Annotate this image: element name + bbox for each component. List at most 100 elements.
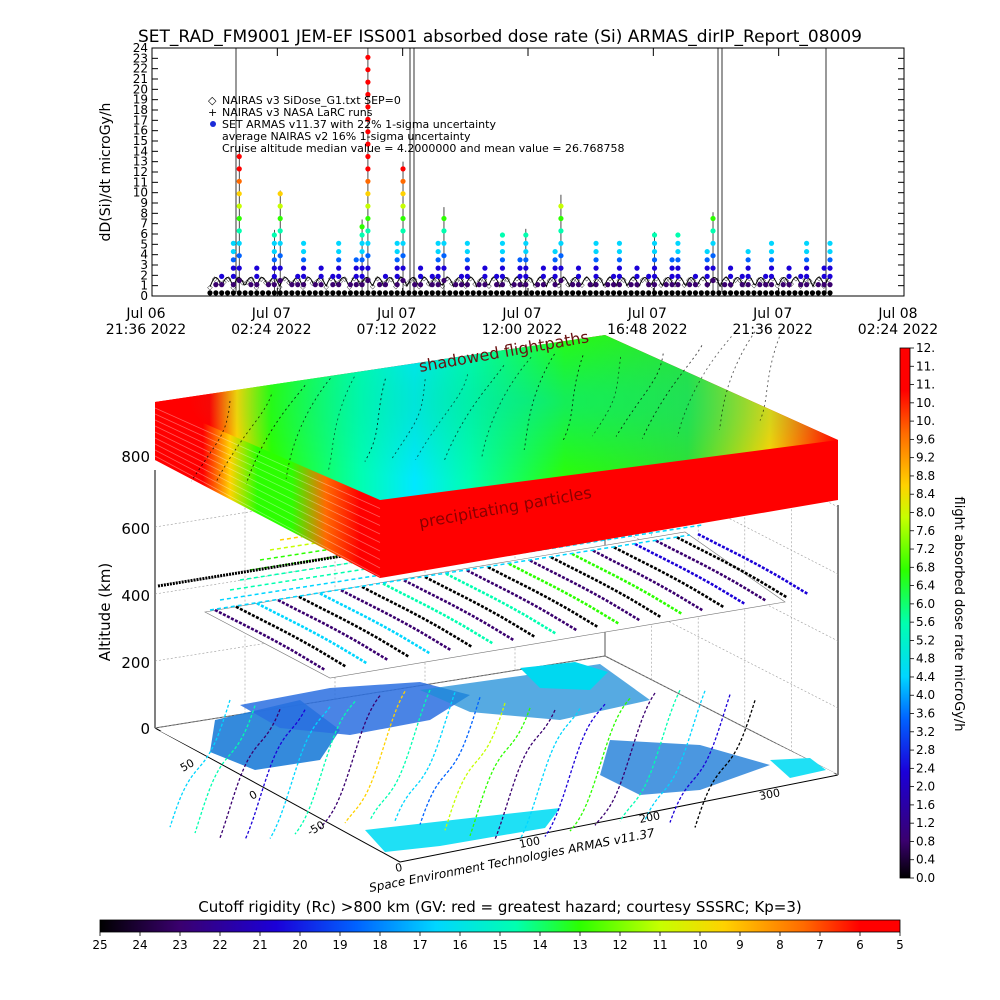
shadowed-track <box>285 378 331 479</box>
x-tick-label-date: Jul 07 <box>627 306 667 322</box>
cutoff-rigidity-colorbar: Cutoff rigidity (Rc) >800 km (GV: red = … <box>92 898 903 952</box>
cutoff-rigidity-title: Cutoff rigidity (Rc) >800 km (GV: red = … <box>198 898 801 916</box>
armas-dose-point <box>423 290 430 296</box>
nairas-diamond-marker: ◇ <box>286 279 292 287</box>
x-tick-label-date: Jul 08 <box>877 306 917 322</box>
armas-dose-point <box>300 265 307 271</box>
armas-dose-point <box>517 282 523 288</box>
nairas-diamond-marker: ◇ <box>319 275 325 283</box>
armas-dose-point <box>745 257 751 263</box>
armas-dose-point <box>271 232 277 238</box>
armas-dose-point <box>646 290 652 296</box>
armas-dose-point <box>651 257 658 263</box>
armas-dose-point <box>359 265 365 271</box>
armas-dose-point <box>804 282 810 288</box>
armas-dose-point <box>400 191 406 197</box>
armas-dose-point <box>651 240 658 246</box>
colorbar-tick-label: 13 <box>572 938 587 952</box>
armas-dose-point <box>330 273 336 279</box>
nairas-diamond-marker: ◇ <box>482 276 488 284</box>
armas-dose-point <box>827 282 833 288</box>
orbit-track <box>219 524 703 601</box>
armas-dose-point <box>277 277 283 284</box>
3d-box-frame <box>154 420 839 863</box>
nairas-diamond-marker: ◇ <box>575 276 581 284</box>
nairas-diamond-marker: ◇ <box>486 282 492 290</box>
armas-dose-point <box>353 273 359 279</box>
ground-track <box>644 690 706 821</box>
armas-dose-point <box>786 290 792 296</box>
armas-dose-point <box>768 248 775 255</box>
armas-dose-point <box>277 290 283 296</box>
nairas-diamond-marker: ◇ <box>537 274 543 282</box>
armas-dose-point <box>464 257 470 263</box>
slab-top-highlight <box>155 335 838 500</box>
nairas-diamond-marker: ◇ <box>212 275 218 283</box>
nairas-diamond-marker: ◇ <box>640 276 646 284</box>
armas-dose-point <box>704 273 710 279</box>
armas-dose-point <box>804 248 810 255</box>
nairas-diamond-marker: ◇ <box>454 277 460 285</box>
armas-dose-point <box>365 253 371 259</box>
ground-track <box>269 706 331 839</box>
altitude-tick-label: 400 <box>121 587 150 605</box>
legend-marker-dot <box>210 121 216 127</box>
armas-dose-point <box>394 265 400 271</box>
armas-dose-point <box>827 265 833 271</box>
armas-dose-point <box>359 232 365 238</box>
armas-dose-point <box>447 290 453 296</box>
legend-entry-armas: SET ARMAS v11.37 with 22% 1-sigma uncert… <box>222 118 496 131</box>
colorbar-tick-label: 18 <box>372 938 387 952</box>
nairas-diamond-marker: ◇ <box>630 274 636 282</box>
nairas-diamond-marker: ◇ <box>314 278 320 286</box>
armas-dose-point <box>669 265 675 271</box>
orbit-track <box>550 556 662 619</box>
nairas-diamond-marker: ◇ <box>505 276 511 284</box>
ground-track <box>519 708 581 840</box>
colorbar-tick-label: 10 <box>692 938 707 952</box>
armas-dose-point <box>494 290 500 296</box>
nairas-diamond-marker: ◇ <box>272 275 278 283</box>
armas-dose-point <box>540 265 546 271</box>
armas-dose-point <box>575 290 582 296</box>
nairas-diamond-marker: ◇ <box>361 277 367 285</box>
armas-dose-point <box>394 273 400 279</box>
colorbar-tick-label: 0.0 <box>916 871 935 885</box>
nairas-diamond-marker: ◇ <box>598 276 604 284</box>
altitude-axis: 0 200 400 600 800 <box>121 448 150 738</box>
armas-dose-point <box>575 273 582 279</box>
orbit-track <box>592 549 704 612</box>
armas-dose-point <box>260 290 266 296</box>
colorbar-tick-label: 14 <box>532 938 547 952</box>
colorbar-tick-label: 21 <box>252 938 267 952</box>
armas-dose-point <box>482 273 488 279</box>
nairas-diamond-marker: ◇ <box>333 279 339 287</box>
armas-dose-point <box>458 282 465 288</box>
armas-dose-point <box>552 257 558 263</box>
armas-dose-point <box>341 290 348 296</box>
armas-dose-point <box>710 240 716 246</box>
colorbar-tick-label: 24 <box>132 938 147 952</box>
armas-dose-point <box>324 290 330 296</box>
ground-track <box>319 695 381 829</box>
armas-dose-point <box>616 282 623 288</box>
nairas-diamond-marker: ◇ <box>412 275 418 283</box>
armas-dose-point <box>722 282 728 288</box>
nairas-diamond-marker: ◇ <box>565 280 571 288</box>
orbit-track <box>235 605 347 668</box>
armas-dose-point <box>798 290 804 296</box>
colorbar-tick-label: 4.8 <box>916 652 935 666</box>
armas-dose-point <box>435 257 441 263</box>
armas-dose-point <box>400 240 406 246</box>
armas-dose-point <box>704 248 710 255</box>
armas-dose-point <box>739 290 745 296</box>
figure-title: SET_RAD_FM9001 JEM-EF ISS001 absorbed do… <box>138 27 862 47</box>
colorbar-tick-label: 12 <box>612 938 627 952</box>
armas-dose-point <box>271 273 277 279</box>
nairas-diamond-marker: ◇ <box>268 278 274 286</box>
slab-stripe <box>154 407 381 509</box>
armas-dose-point <box>780 290 786 296</box>
armas-dose-point <box>336 257 342 263</box>
armas-dose-point <box>768 273 775 279</box>
armas-dose-point <box>400 215 406 222</box>
